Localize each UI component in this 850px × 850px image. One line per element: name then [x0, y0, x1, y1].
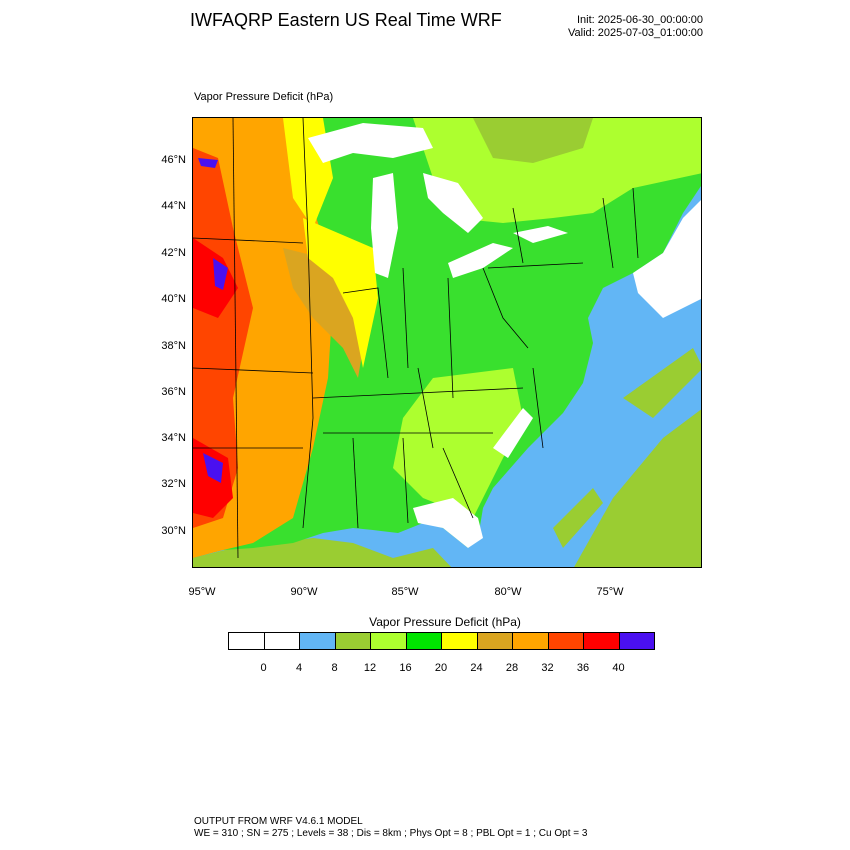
blue-core-top [198, 158, 218, 168]
canada-region [413, 118, 701, 223]
legend-tick-label: 40 [612, 662, 625, 674]
lake-huron [423, 173, 483, 233]
lake-superior [308, 123, 433, 163]
state-boundaries [193, 118, 639, 559]
legend-tick-label: 24 [470, 662, 483, 674]
lake-michigan [371, 173, 398, 278]
lon-label: 90°W [290, 586, 318, 598]
legend-tick-label: 4 [295, 662, 303, 674]
ocean-patch-north [623, 348, 701, 418]
lon-label: 85°W [391, 586, 419, 598]
legend-swatch [618, 632, 655, 650]
lat-label: 44°N [161, 200, 186, 212]
legend-swatch [370, 632, 407, 650]
central-yellow [303, 218, 378, 368]
legend-swatch [547, 632, 584, 650]
legend-tick-label: 20 [434, 662, 448, 674]
lat-label: 46°N [161, 154, 186, 166]
legend-tick-label: 16 [399, 662, 412, 674]
blue-core-south [203, 453, 223, 483]
legend-tick-label: 8 [331, 662, 338, 674]
southeast-lightgreen [393, 368, 523, 518]
legend-tick-label: 0 [260, 662, 267, 674]
valid-time: Valid: 2025-07-03_01:00:00 [568, 27, 703, 39]
coast-low [493, 408, 533, 458]
lat-label: 40°N [161, 293, 186, 305]
florida-low [413, 498, 483, 548]
lake-erie [448, 243, 513, 278]
blue-core-north [213, 258, 228, 290]
legend-swatch [263, 632, 300, 650]
legend-swatch [441, 632, 478, 650]
legend-swatch [476, 632, 513, 650]
legend-swatch [334, 632, 371, 650]
footer-config: WE = 310 ; SN = 275 ; Levels = 38 ; Dis … [194, 828, 588, 839]
lat-label: 38°N [161, 340, 186, 352]
lat-label: 32°N [161, 478, 186, 490]
field-label: Vapor Pressure Deficit (hPa) [194, 91, 334, 103]
ocean-patch-south [553, 488, 603, 548]
page-title: IWFAQRP Eastern US Real Time WRF [190, 10, 502, 30]
legend-tick-label: 36 [576, 662, 590, 674]
legend-tick-label: 32 [541, 662, 554, 674]
lake-ontario [513, 226, 568, 243]
canada-green [473, 118, 593, 163]
legend-title: Vapor Pressure Deficit (hPa) [369, 615, 521, 629]
lon-label: 95°W [188, 586, 216, 598]
color-legend [228, 632, 655, 650]
lon-label: 80°W [494, 586, 522, 598]
legend-tick-label: 28 [505, 662, 519, 674]
legend-swatch [405, 632, 442, 650]
legend-swatch [583, 632, 620, 650]
legend-swatch [228, 632, 265, 650]
map-canvas [193, 118, 701, 567]
lon-label: 75°W [596, 586, 624, 598]
lat-label: 36°N [161, 386, 186, 398]
ocean-patch-east [574, 409, 701, 567]
atlantic-northeast [633, 200, 701, 318]
vpd-map [192, 117, 702, 568]
west-very-dry [193, 148, 253, 528]
offshore-blue [613, 313, 633, 333]
lat-label: 30°N [161, 525, 186, 537]
footer-model: OUTPUT FROM WRF V4.6.1 MODEL [194, 816, 363, 827]
legend-tick-label: 12 [363, 662, 377, 674]
legend-swatch [512, 632, 549, 650]
legend-swatch [299, 632, 336, 650]
lat-label: 34°N [161, 432, 186, 444]
init-time: Init: 2025-06-30_00:00:00 [577, 14, 703, 26]
lat-label: 42°N [161, 247, 186, 259]
